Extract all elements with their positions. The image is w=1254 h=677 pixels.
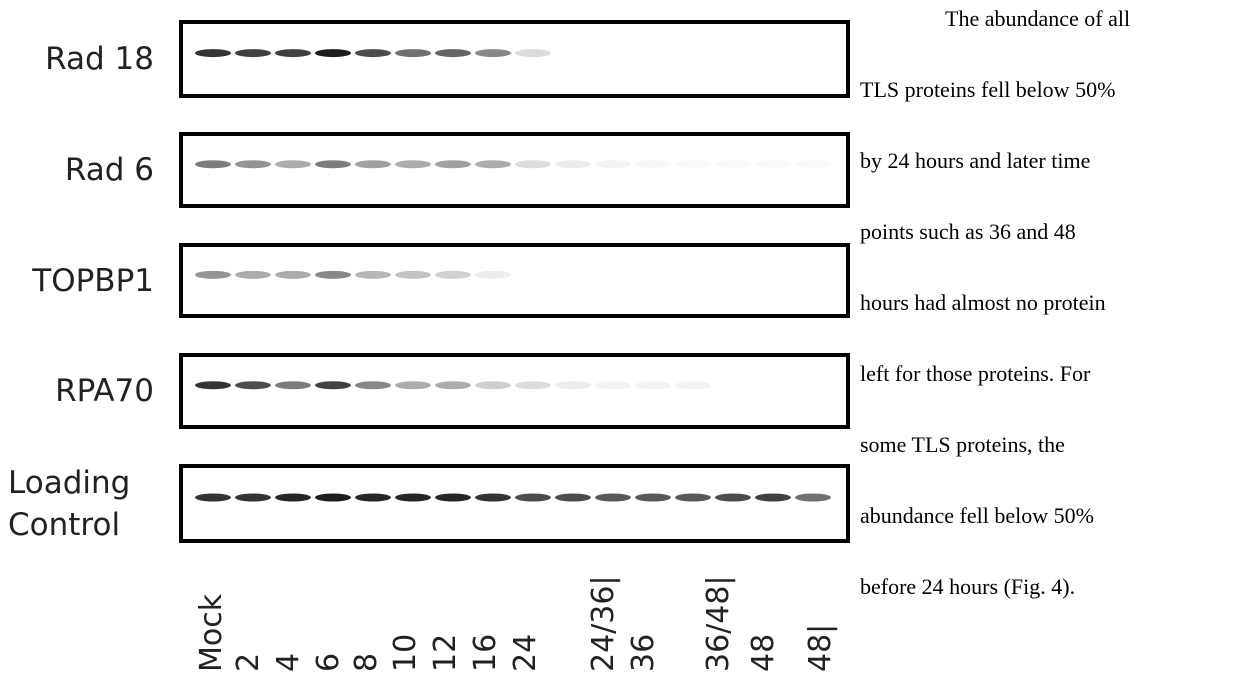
band	[355, 271, 391, 279]
lane-label: 8	[352, 653, 382, 672]
band	[595, 494, 631, 502]
band	[235, 160, 271, 168]
band	[635, 381, 671, 389]
paragraph-line: some TLS proteins, the	[860, 432, 1065, 458]
band	[595, 381, 631, 389]
band	[715, 494, 751, 502]
band	[275, 49, 311, 57]
band	[235, 494, 271, 502]
lane-label: Mock	[197, 594, 227, 672]
band	[355, 494, 391, 502]
band	[395, 160, 431, 168]
band	[195, 160, 231, 168]
lane-label: 48	[749, 634, 779, 672]
band	[195, 494, 231, 502]
band	[315, 381, 351, 389]
band	[595, 160, 631, 168]
row-label: Rad 18	[4, 38, 154, 80]
lane-label: 48|	[806, 624, 836, 672]
band	[235, 381, 271, 389]
paragraph-line: before 24 hours (Fig. 4).	[860, 574, 1075, 600]
paragraph-line: points such as 36 and 48	[860, 219, 1076, 245]
paragraph-line: by 24 hours and later time	[860, 148, 1090, 174]
band	[475, 381, 511, 389]
band	[755, 160, 791, 168]
lane-label: 16	[471, 634, 501, 672]
paragraph-line: hours had almost no protein	[860, 290, 1106, 316]
lane-label: 24/36|	[589, 575, 619, 672]
lane-label: 36	[629, 634, 659, 672]
band	[395, 49, 431, 57]
paragraph-line: abundance fell below 50%	[860, 503, 1094, 529]
lane-label: 6	[314, 653, 344, 672]
blot-frame	[181, 134, 848, 206]
band	[235, 271, 271, 279]
paragraph-line: TLS proteins fell below 50%	[860, 77, 1115, 103]
band	[475, 271, 511, 279]
band	[195, 381, 231, 389]
row-label: Loading Control	[8, 462, 158, 546]
band	[195, 49, 231, 57]
band	[435, 49, 471, 57]
band	[435, 160, 471, 168]
band	[395, 271, 431, 279]
band	[275, 271, 311, 279]
blot-frame	[181, 22, 848, 96]
band	[555, 160, 591, 168]
band	[395, 494, 431, 502]
blot-frame	[181, 466, 848, 541]
band	[555, 494, 591, 502]
band	[795, 494, 831, 502]
band	[515, 49, 551, 57]
band	[635, 160, 671, 168]
band	[275, 494, 311, 502]
band	[555, 381, 591, 389]
lane-label: 24	[511, 634, 541, 672]
band	[315, 271, 351, 279]
lane-label: 4	[274, 653, 304, 672]
band	[675, 381, 711, 389]
band	[395, 381, 431, 389]
band	[435, 494, 471, 502]
lane-label: 2	[234, 653, 264, 672]
band	[675, 494, 711, 502]
band	[355, 160, 391, 168]
paragraph-line: The abundance of all	[945, 6, 1130, 32]
row-label: RPA70	[4, 370, 154, 412]
band	[315, 494, 351, 502]
band	[475, 160, 511, 168]
band	[435, 271, 471, 279]
row-label: TOPBP1	[4, 260, 154, 302]
figure-page: Rad 18 Rad 6 TOPBP1 RPA70 Loading Control Moc…	[0, 0, 1254, 677]
band	[355, 49, 391, 57]
lane-label: 36/48|	[704, 575, 734, 672]
lane-label: 10	[391, 634, 421, 672]
band	[315, 49, 351, 57]
blot-frame	[181, 245, 848, 316]
band	[515, 381, 551, 389]
band	[755, 494, 791, 502]
band	[475, 494, 511, 502]
band	[795, 160, 831, 168]
band	[635, 494, 671, 502]
band	[275, 381, 311, 389]
band	[435, 381, 471, 389]
band	[515, 494, 551, 502]
band	[475, 49, 511, 57]
band	[195, 271, 231, 279]
lane-label: 12	[431, 634, 461, 672]
blot-frame	[181, 355, 848, 427]
band	[715, 160, 751, 168]
band	[515, 160, 551, 168]
band	[275, 160, 311, 168]
band	[315, 160, 351, 168]
band	[235, 49, 271, 57]
band	[355, 381, 391, 389]
row-label: Rad 6	[4, 149, 154, 191]
band	[675, 160, 711, 168]
paragraph-line: left for those proteins. For	[860, 361, 1090, 387]
